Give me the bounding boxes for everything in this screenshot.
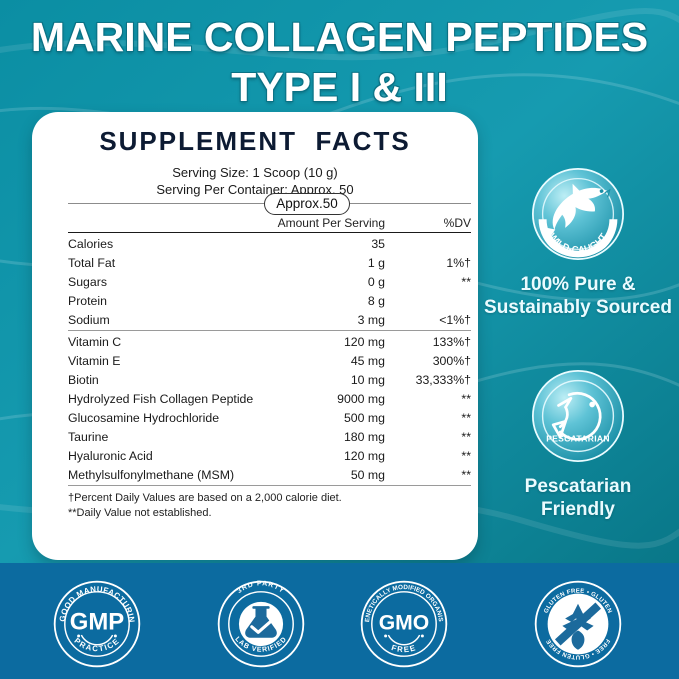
svg-text:GMO: GMO xyxy=(379,612,430,635)
svg-text:3RD PARTY: 3RD PARTY xyxy=(236,580,286,595)
svg-text:GMP: GMP xyxy=(70,609,125,636)
